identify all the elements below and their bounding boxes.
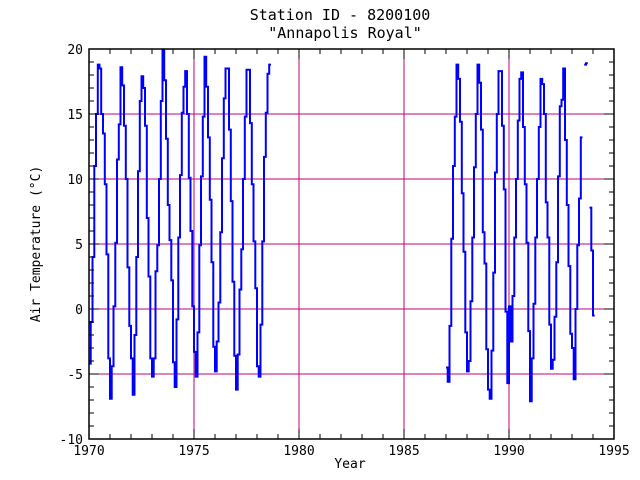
chart-subtitle: "Annapolis Royal" — [268, 24, 422, 42]
chart-title: Station ID - 8200100 — [250, 6, 431, 24]
x-tick-label-1990: 1990 — [493, 444, 524, 459]
series-line-segment-2 — [446, 63, 583, 403]
x-tick-label-1975: 1975 — [178, 444, 209, 459]
y-axis-tick-labels: -10 -5 0 5 10 15 20 — [60, 43, 83, 448]
y-tick-label-15: 15 — [67, 108, 83, 123]
y-tick-label-0: 0 — [75, 303, 83, 318]
y-tick-label-20: 20 — [67, 43, 83, 58]
axis-ticks — [88, 48, 615, 440]
x-tick-label-1985: 1985 — [388, 444, 419, 459]
y-tick-label-10: 10 — [67, 173, 83, 188]
y-tick-label--5: -5 — [67, 368, 83, 383]
y-tick-label-5: 5 — [75, 238, 83, 253]
series-line-segment-1 — [89, 49, 271, 400]
x-tick-label-1995: 1995 — [598, 444, 629, 459]
series-line-segment-3 — [584, 62, 588, 66]
y-axis-label: Air Temperature (°C) — [29, 166, 44, 323]
y-tick-label--10: -10 — [60, 433, 83, 448]
x-tick-label-1980: 1980 — [283, 444, 314, 459]
x-axis-label: Year — [334, 457, 365, 472]
x-axis-tick-labels: 1970 1975 1980 1985 1990 1995 — [73, 444, 629, 459]
series-line-segment-4 — [589, 206, 595, 317]
data-series — [89, 49, 595, 403]
x-tick-label-1970: 1970 — [73, 444, 104, 459]
